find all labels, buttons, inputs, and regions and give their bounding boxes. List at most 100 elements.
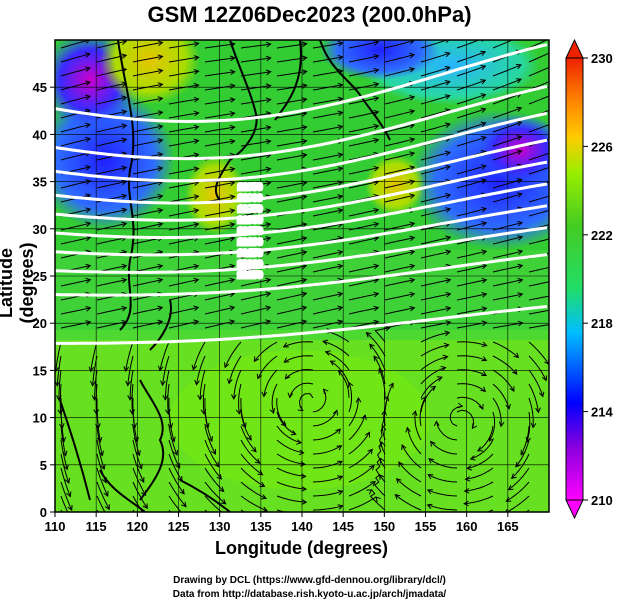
streamline-arrowhead <box>93 409 100 416</box>
streamline <box>96 321 127 329</box>
streamline <box>276 265 307 273</box>
x-tick-label: 160 <box>456 519 478 534</box>
streamline-arrowhead <box>301 486 308 492</box>
streamline <box>276 425 302 444</box>
streamline <box>240 279 271 287</box>
streamline-arrowhead <box>104 504 110 511</box>
streamline-arrowhead <box>193 319 200 325</box>
streamline-arrowhead <box>88 366 95 373</box>
streamline-arrowhead <box>121 263 128 270</box>
streamline <box>129 369 134 400</box>
x-tick-label: 120 <box>126 519 148 534</box>
streamline <box>276 223 307 231</box>
streamline <box>60 481 73 511</box>
streamline-arrowhead <box>135 450 141 457</box>
streamline <box>276 112 307 119</box>
x-axis-label-wrap: Longitude (degrees) <box>0 538 619 559</box>
streamline <box>456 396 484 410</box>
streamline-arrowhead <box>505 403 511 410</box>
streamline-arrowhead <box>517 263 524 270</box>
streamline <box>528 397 534 428</box>
streamline-arrowhead <box>265 319 272 325</box>
streamline <box>312 126 343 133</box>
streamline-arrowhead <box>229 305 236 311</box>
streamline-arrowhead <box>301 222 308 228</box>
streamline <box>240 425 257 453</box>
streamline-arrowhead <box>229 69 236 76</box>
streamline <box>467 453 494 469</box>
streamline-arrowhead <box>394 494 401 500</box>
streamline-arrowhead <box>121 305 128 312</box>
streamline <box>276 306 307 315</box>
streamline-arrowhead <box>101 477 108 484</box>
streamline-arrowhead <box>300 473 307 480</box>
streamline <box>369 489 386 511</box>
streamline-arrowhead <box>405 426 411 433</box>
streamline-arrowhead <box>443 342 450 349</box>
streamline-arrowhead <box>365 332 372 338</box>
streamline-arrowhead <box>121 319 128 326</box>
streamline <box>394 494 422 511</box>
streamline <box>159 341 170 371</box>
streamline <box>276 411 296 435</box>
streamline-arrowhead <box>337 208 344 214</box>
streamline-arrowhead <box>301 277 308 284</box>
streamline-arrowhead <box>409 95 416 101</box>
streamline <box>204 223 235 231</box>
streamline-arrowhead <box>426 503 433 510</box>
streamline-arrowhead <box>229 194 236 200</box>
streamline <box>492 179 522 189</box>
streamline <box>430 441 458 455</box>
streamline <box>168 467 185 495</box>
streamline-arrowhead <box>481 341 488 347</box>
streamline <box>348 97 379 105</box>
streamline <box>60 95 91 105</box>
streamline <box>204 495 223 512</box>
streamline <box>312 223 343 231</box>
streamline-arrowhead <box>480 50 487 56</box>
streamline <box>312 428 341 441</box>
streamline-arrowhead <box>284 373 291 380</box>
streamline-arrowhead <box>157 365 164 372</box>
streamline <box>276 439 304 454</box>
streamline <box>204 467 225 492</box>
streamline-arrowhead <box>430 440 436 447</box>
streamline-arrowhead <box>121 179 128 186</box>
streamline-arrowhead <box>220 498 227 505</box>
streamline-arrowhead <box>296 439 303 445</box>
streamline-arrowhead <box>373 40 380 46</box>
streamline <box>427 489 458 497</box>
streamline-arrowhead <box>193 69 200 75</box>
streamline-arrowhead <box>444 94 451 100</box>
streamline <box>515 439 530 468</box>
streamline-arrowhead <box>504 508 508 512</box>
streamline-arrowhead <box>283 357 290 363</box>
streamline-arrowhead <box>384 325 391 332</box>
streamline-arrowhead <box>157 82 164 88</box>
streamline-arrowhead <box>373 263 380 270</box>
streamline-arrowhead <box>301 97 308 103</box>
streamline-arrowhead <box>194 379 200 386</box>
streamline <box>456 79 486 91</box>
streamline <box>528 281 549 287</box>
streamline-arrowhead <box>398 461 404 468</box>
streamline-arrowhead <box>365 431 370 438</box>
streamline-arrowhead <box>265 222 272 228</box>
streamline <box>204 168 235 175</box>
streamline-arrowhead <box>444 80 451 86</box>
streamline-arrowhead <box>257 470 264 476</box>
streamline <box>528 295 549 301</box>
streamline <box>420 109 451 119</box>
streamline-arrowhead <box>445 40 450 44</box>
streamline <box>168 495 182 512</box>
streamline-arrowhead <box>553 235 558 240</box>
streamline <box>492 150 522 161</box>
credit-data: Data from http://database.rish.kyoto-u.a… <box>172 589 447 600</box>
streamline <box>375 458 386 483</box>
streamline-arrowhead <box>121 109 128 115</box>
streamline-arrowhead <box>157 221 164 228</box>
streamline <box>168 237 199 245</box>
streamline-arrowhead <box>478 403 484 410</box>
streamline-arrowhead <box>373 137 380 144</box>
streamline-arrowhead <box>409 67 416 73</box>
